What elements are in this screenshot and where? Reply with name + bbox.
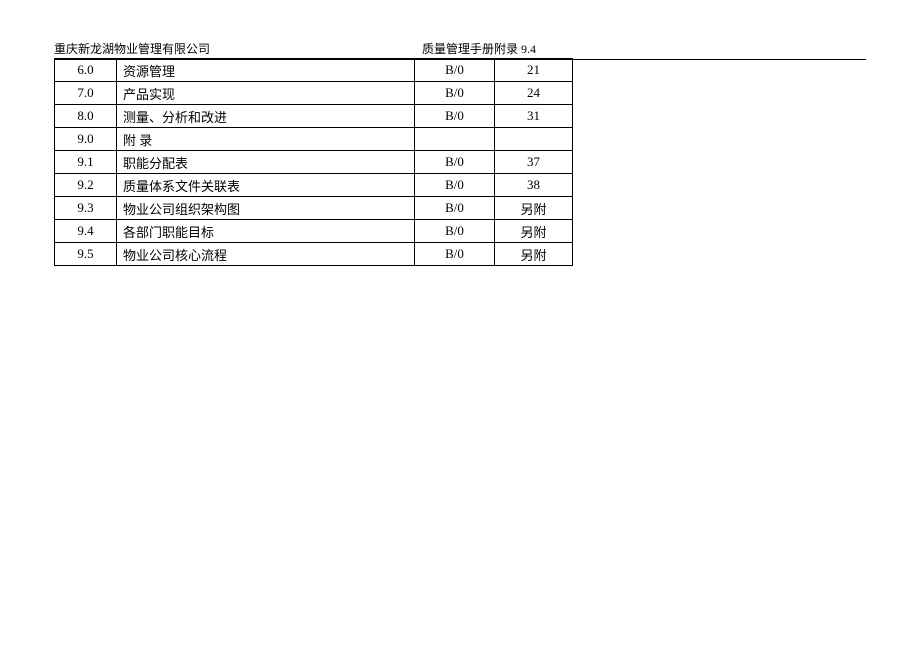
table-row: 9.3物业公司组织架构图B/0另附 bbox=[55, 197, 573, 220]
section-title: 各部门职能目标 bbox=[117, 220, 415, 243]
section-title: 资源管理 bbox=[117, 59, 415, 82]
section-title: 附 录 bbox=[117, 128, 415, 151]
table-row: 9.5物业公司核心流程B/0另附 bbox=[55, 243, 573, 266]
table-row: 9.0附 录 bbox=[55, 128, 573, 151]
section-number: 9.4 bbox=[55, 220, 117, 243]
section-number: 9.2 bbox=[55, 174, 117, 197]
section-title: 物业公司核心流程 bbox=[117, 243, 415, 266]
section-title: 物业公司组织架构图 bbox=[117, 197, 415, 220]
page-number: 21 bbox=[495, 59, 573, 82]
revision: B/0 bbox=[415, 197, 495, 220]
page-number: 另附 bbox=[495, 243, 573, 266]
table-row: 7.0产品实现B/024 bbox=[55, 82, 573, 105]
section-number: 6.0 bbox=[55, 59, 117, 82]
section-title: 职能分配表 bbox=[117, 151, 415, 174]
revision: B/0 bbox=[415, 59, 495, 82]
section-title: 测量、分析和改进 bbox=[117, 105, 415, 128]
revision: B/0 bbox=[415, 82, 495, 105]
section-number: 9.5 bbox=[55, 243, 117, 266]
page-number: 38 bbox=[495, 174, 573, 197]
table-row: 6.0资源管理B/021 bbox=[55, 59, 573, 82]
revision: B/0 bbox=[415, 151, 495, 174]
page-number: 24 bbox=[495, 82, 573, 105]
table-row: 9.4各部门职能目标B/0另附 bbox=[55, 220, 573, 243]
document-page: 重庆新龙湖物业管理有限公司 质量管理手册附录 9.4 6.0资源管理B/0217… bbox=[0, 0, 920, 651]
revision: B/0 bbox=[415, 174, 495, 197]
revision bbox=[415, 128, 495, 151]
section-number: 8.0 bbox=[55, 105, 117, 128]
section-number: 9.1 bbox=[55, 151, 117, 174]
section-number: 9.0 bbox=[55, 128, 117, 151]
table-row: 9.2质量体系文件关联表B/038 bbox=[55, 174, 573, 197]
revision: B/0 bbox=[415, 220, 495, 243]
document-title: 质量管理手册附录 9.4 bbox=[416, 40, 866, 57]
revision: B/0 bbox=[415, 105, 495, 128]
table-row: 9.1职能分配表B/037 bbox=[55, 151, 573, 174]
section-title: 产品实现 bbox=[117, 82, 415, 105]
section-number: 9.3 bbox=[55, 197, 117, 220]
section-title: 质量体系文件关联表 bbox=[117, 174, 415, 197]
company-name: 重庆新龙湖物业管理有限公司 bbox=[54, 40, 416, 57]
toc-table-body: 6.0资源管理B/0217.0产品实现B/0248.0测量、分析和改进B/031… bbox=[55, 59, 573, 266]
table-row: 8.0测量、分析和改进B/031 bbox=[55, 105, 573, 128]
page-number: 另附 bbox=[495, 197, 573, 220]
page-number: 37 bbox=[495, 151, 573, 174]
page-number bbox=[495, 128, 573, 151]
page-header: 重庆新龙湖物业管理有限公司 质量管理手册附录 9.4 bbox=[54, 40, 866, 60]
revision: B/0 bbox=[415, 243, 495, 266]
section-number: 7.0 bbox=[55, 82, 117, 105]
page-number: 31 bbox=[495, 105, 573, 128]
toc-table: 6.0资源管理B/0217.0产品实现B/0248.0测量、分析和改进B/031… bbox=[54, 58, 573, 266]
page-number: 另附 bbox=[495, 220, 573, 243]
